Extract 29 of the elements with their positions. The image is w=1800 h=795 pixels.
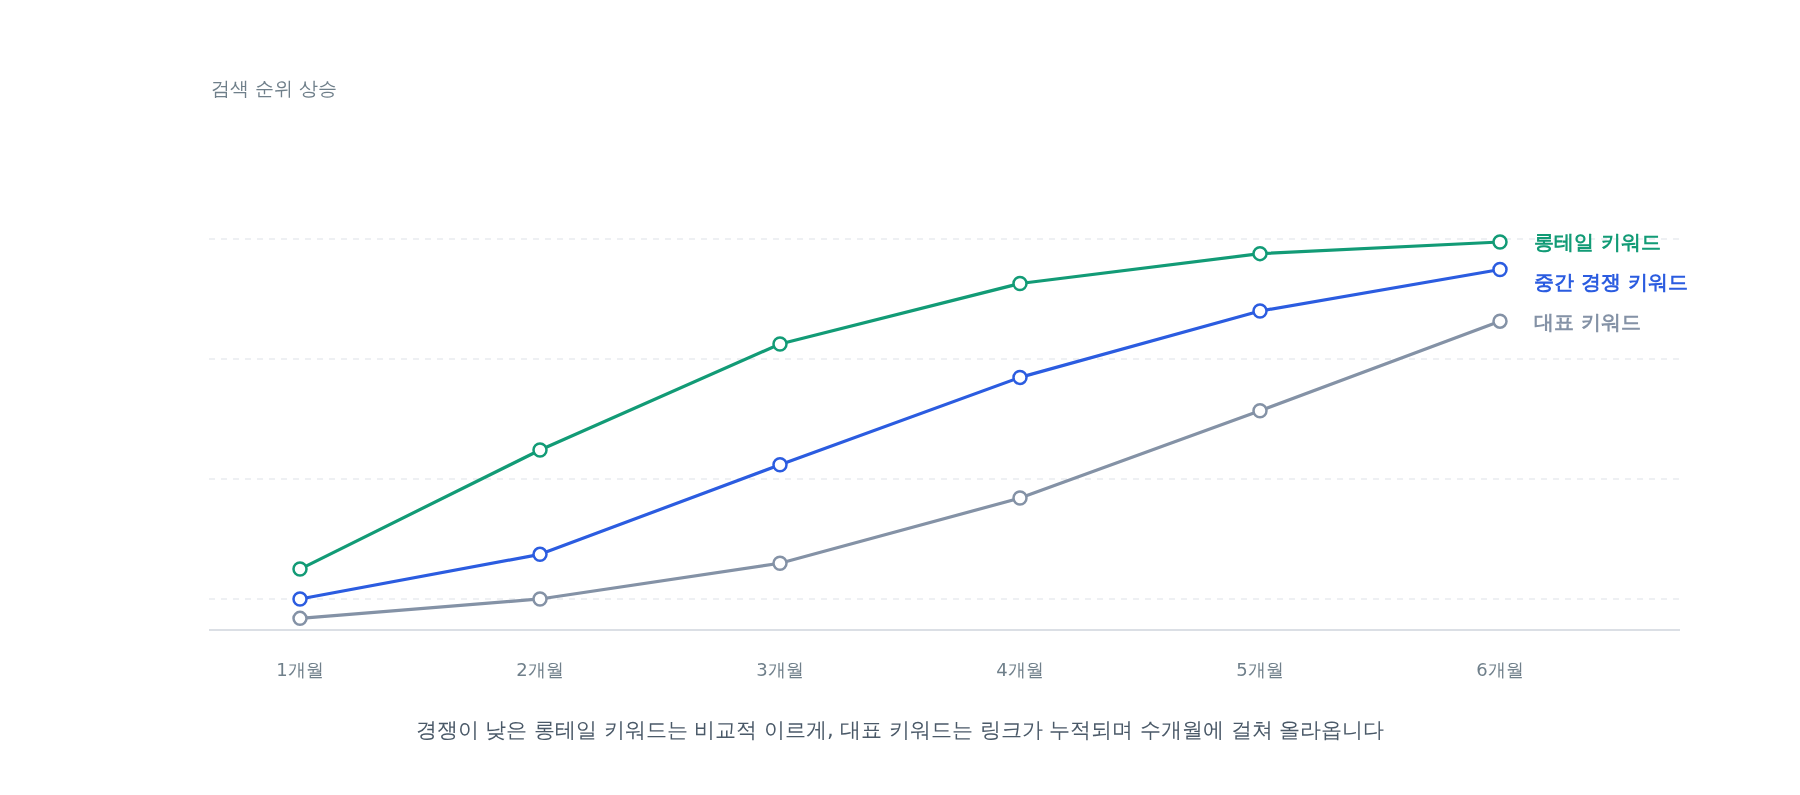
text: 경쟁이 낮은 롱테일 키워드는 비교적 이르게, 대표 키워드는 링크가 누적되며 수개월에 걸쳐 올라옵니다 (415, 718, 1385, 742)
x-tick-label: 2개월 (516, 659, 564, 680)
point (772, 555, 788, 572)
point (292, 591, 308, 607)
point (532, 546, 548, 563)
point (772, 456, 788, 473)
point (1252, 303, 1268, 319)
point (532, 442, 548, 458)
series-label: 중간 경쟁 키워드 (1534, 270, 1688, 294)
point (772, 336, 788, 352)
point (1492, 313, 1508, 329)
point (1012, 490, 1028, 506)
x-tick-label: 6개월 (1476, 659, 1524, 680)
x-tick-label: 4개월 (996, 659, 1044, 680)
chart-title: 검색 순위 상승 (211, 77, 338, 99)
point (1492, 234, 1508, 250)
x-tick-label: 3개월 (756, 659, 804, 680)
point (1012, 369, 1028, 386)
x-tick-label: 5개월 (1236, 659, 1284, 680)
point (292, 610, 308, 627)
point (1252, 245, 1268, 262)
series-label: 롱테일 키워드 (1534, 230, 1661, 254)
point (1492, 261, 1508, 278)
point (292, 561, 308, 577)
x-tick-label: 1개월 (276, 659, 324, 680)
point (532, 591, 548, 607)
point (1252, 403, 1268, 419)
series-label: 대표 키워드 (1534, 310, 1641, 334)
point (1012, 275, 1028, 292)
